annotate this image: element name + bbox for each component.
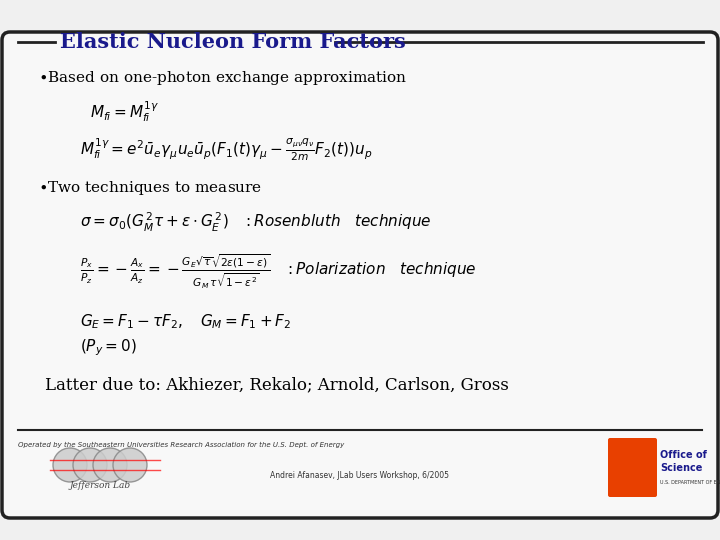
FancyBboxPatch shape (608, 438, 657, 497)
Text: Science: Science (660, 463, 703, 473)
Text: U.S. DEPARTMENT OF ENERGY: U.S. DEPARTMENT OF ENERGY (660, 480, 720, 484)
Text: $(P_{y} = 0)$: $(P_{y} = 0)$ (80, 338, 137, 359)
Circle shape (53, 448, 87, 482)
Text: $\sigma = \sigma_{0}(G_{M}^{\,2}\tau + \varepsilon \cdot G_{E}^{\,2})$   $\mathi: $\sigma = \sigma_{0}(G_{M}^{\,2}\tau + \… (80, 211, 432, 234)
Text: Elastic Nucleon Form Factors: Elastic Nucleon Form Factors (60, 32, 406, 52)
Text: Latter due to: Akhiezer, Rekalo; Arnold, Carlson, Gross: Latter due to: Akhiezer, Rekalo; Arnold,… (45, 376, 509, 394)
Text: $\bullet$Based on one-photon exchange approximation: $\bullet$Based on one-photon exchange ap… (38, 69, 408, 87)
Text: $G_{E} = F_{1} - \tau F_{2},$   $G_{M} = F_{1} + F_{2}$: $G_{E} = F_{1} - \tau F_{2},$ $G_{M} = F… (80, 313, 292, 332)
Text: Andrei Afanasev, JLab Users Workshop, 6/2005: Andrei Afanasev, JLab Users Workshop, 6/… (271, 470, 449, 480)
Text: $\frac{P_{x}}{P_{z}} = -\frac{A_{x}}{A_{z}} = -\frac{G_{E}\sqrt{\tau}\sqrt{2\var: $\frac{P_{x}}{P_{z}} = -\frac{A_{x}}{A_{… (80, 253, 477, 291)
Text: $M_{fi}^{1\gamma} = e^{2}\bar{u}_{e}\gamma_{\mu}u_{e}\bar{u}_{p}(F_{1}(t)\gamma_: $M_{fi}^{1\gamma} = e^{2}\bar{u}_{e}\gam… (80, 137, 372, 164)
Text: Jefferson Lab: Jefferson Lab (69, 481, 130, 489)
Text: Office of: Office of (660, 450, 707, 460)
Circle shape (73, 448, 107, 482)
Circle shape (93, 448, 127, 482)
Text: Operated by the Southeastern Universities Research Association for the U.S. Dept: Operated by the Southeastern Universitie… (18, 442, 344, 448)
Circle shape (113, 448, 147, 482)
FancyBboxPatch shape (2, 32, 718, 518)
Text: $\bullet$Two techniques to measure: $\bullet$Two techniques to measure (38, 179, 262, 197)
Text: $M_{fi} = M_{fi}^{1\gamma}$: $M_{fi} = M_{fi}^{1\gamma}$ (90, 99, 159, 124)
